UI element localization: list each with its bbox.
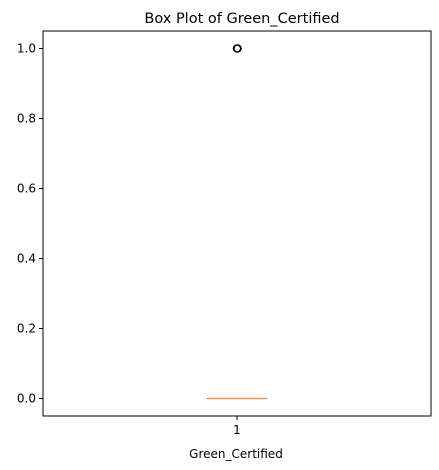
y-tick-label: 0.4: [17, 252, 36, 266]
y-tick-label: 0.0: [17, 392, 36, 406]
x-axis: 1: [233, 416, 241, 437]
y-tick-label: 0.8: [17, 112, 36, 126]
y-tick-label: 1.0: [17, 42, 36, 56]
plot-area-frame: [42, 30, 432, 417]
chart-title: Box Plot of Green_Certified: [144, 11, 339, 27]
y-tick-label: 0.2: [17, 322, 36, 336]
x-axis-title: Green_Certified: [189, 447, 283, 461]
outlier-point: [232, 44, 242, 53]
box-group: [207, 44, 267, 400]
x-tick-label: 1: [233, 423, 241, 437]
y-tick-label: 0.6: [17, 182, 36, 196]
y-axis: 0.0 0.2 0.4 0.6 0.8 1.0: [17, 42, 43, 406]
